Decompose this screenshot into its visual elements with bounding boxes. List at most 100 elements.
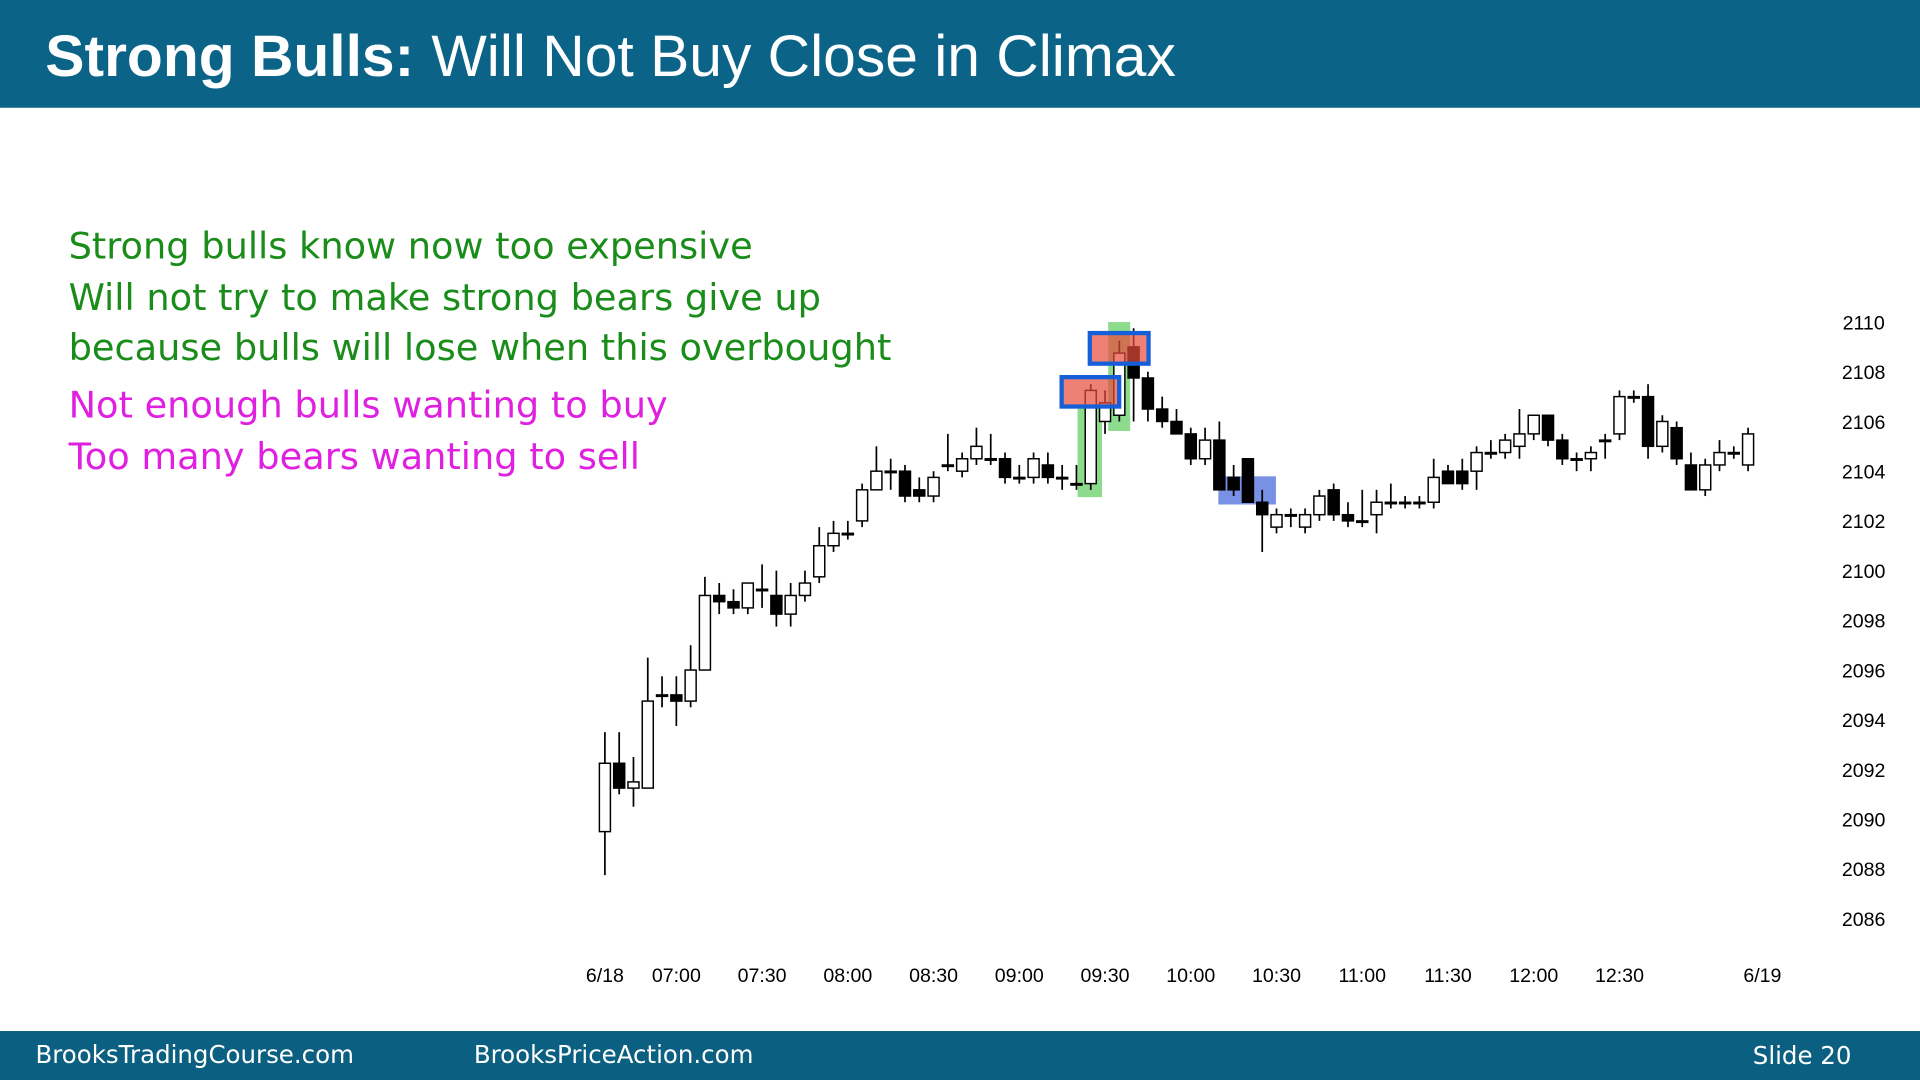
candle-body: [1613, 395, 1626, 435]
candle-body: [1470, 451, 1483, 472]
candle-body: [927, 476, 940, 497]
footer-bar: [0, 1031, 1920, 1080]
candle-body: [1055, 476, 1069, 480]
candle-body: [1684, 464, 1698, 491]
candle-body: [1713, 451, 1726, 466]
candle-body: [1227, 476, 1240, 491]
candle-body: [1255, 501, 1269, 516]
candle-body: [884, 470, 897, 474]
x-tick-label: 6/18: [586, 965, 624, 987]
candle-body: [798, 582, 812, 597]
x-tick-label: 07:30: [738, 965, 787, 987]
candle-body: [598, 762, 612, 833]
y-tick-label: 2090: [1842, 810, 1886, 832]
candle-body: [1241, 458, 1255, 503]
candle-body: [1484, 451, 1498, 455]
x-tick-label: 12:00: [1509, 965, 1558, 987]
candle-body: [655, 694, 669, 698]
y-tick-label: 2102: [1842, 511, 1886, 533]
y-tick-label: 2086: [1842, 909, 1886, 931]
x-tick-label: 09:00: [995, 965, 1044, 987]
candle-body: [984, 458, 997, 461]
x-tick-label: 09:30: [1081, 965, 1130, 987]
candle-body: [1698, 464, 1712, 491]
x-tick-label: 6/19: [1743, 965, 1781, 987]
candle-body: [1441, 470, 1455, 485]
candle-body: [970, 445, 983, 460]
candle-body: [1413, 501, 1426, 505]
title-bold: Strong Bulls:: [45, 24, 414, 89]
candle-body: [870, 470, 883, 491]
y-tick-label: 2104: [1842, 462, 1886, 484]
annotation: Too many bears wanting to sell: [68, 435, 640, 478]
x-tick-label: 10:00: [1166, 965, 1215, 987]
candle-body: [641, 700, 655, 789]
y-tick-label: 2092: [1842, 760, 1886, 782]
candle-body: [1313, 495, 1326, 516]
candle-body: [1070, 482, 1083, 486]
annotation: Will not try to make strong bears give u…: [69, 276, 821, 319]
y-tick-label: 2096: [1842, 660, 1886, 682]
candle-body: [1527, 414, 1540, 435]
x-tick-label: 07:00: [652, 965, 701, 987]
x-tick-label: 11:30: [1424, 965, 1472, 987]
candle-body: [770, 594, 783, 615]
y-tick-label: 2108: [1842, 362, 1886, 384]
candle-body: [670, 694, 683, 702]
candle-body: [698, 594, 712, 671]
candle-body: [1570, 458, 1583, 461]
candle-body: [998, 458, 1012, 479]
signal-box: [1087, 330, 1151, 366]
candle-body: [1155, 408, 1169, 423]
candle-body: [727, 600, 740, 609]
candle-body: [784, 594, 797, 615]
candle-body: [1641, 395, 1655, 448]
candle-body: [1627, 395, 1641, 399]
candle-body: [1141, 377, 1155, 410]
annotation: because bulls will lose when this overbo…: [69, 326, 892, 369]
candle-body: [827, 532, 840, 547]
candle-body: [1041, 464, 1055, 479]
candle-body: [1384, 501, 1398, 505]
candle-body: [1456, 470, 1469, 485]
plot: 2086 2088 2090 2092 2094 2096 2098 2100 2102 2104…: [586, 312, 1886, 987]
candle-body: [1270, 513, 1283, 528]
candle-body: [1727, 451, 1741, 455]
candle-body: [898, 470, 912, 497]
candle-body: [1213, 439, 1226, 491]
candle-body: [1198, 439, 1212, 460]
candle-body: [1027, 458, 1040, 479]
candle-body: [1398, 501, 1412, 505]
candle-body: [1498, 439, 1512, 454]
footer-left: BrooksTradingCourse.com: [36, 1040, 354, 1069]
candle-body: [741, 582, 755, 609]
candle-body: [1370, 501, 1383, 516]
signal-box: [1059, 375, 1122, 409]
candle-body: [1356, 520, 1369, 524]
candle-body: [755, 588, 769, 592]
candle-body: [812, 545, 826, 578]
x-tick-label: 12:30: [1595, 965, 1644, 987]
candle-body: [1284, 513, 1298, 517]
y-tick-label: 2110: [1843, 312, 1885, 334]
slide-title: Strong Bulls: Will Not Buy Close in Clima…: [45, 24, 1176, 89]
candle-body: [1427, 476, 1440, 503]
title-rest: Will Not Buy Close in Climax: [431, 24, 1176, 89]
candle-body: [855, 489, 869, 522]
candle-body: [1670, 426, 1683, 460]
candle-body: [1341, 513, 1355, 522]
candle-body: [913, 489, 926, 497]
candle-body: [841, 532, 855, 536]
candle-body: [1170, 420, 1183, 435]
y-tick-label: 2100: [1842, 561, 1886, 583]
annotations: Strong bulls know now too expensive Will …: [68, 224, 892, 478]
header-bar: [0, 0, 1920, 108]
candle-body: [1327, 489, 1340, 516]
candle-body: [1184, 433, 1198, 460]
candle-body: [684, 669, 697, 702]
candle-body: [1584, 451, 1598, 460]
candle-body: [955, 458, 969, 472]
candle-body: [1298, 513, 1312, 528]
